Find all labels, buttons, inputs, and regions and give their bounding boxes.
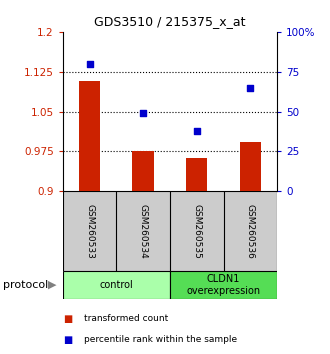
Text: GSM260536: GSM260536 — [246, 204, 255, 258]
Point — [194, 128, 199, 133]
Text: GSM260533: GSM260533 — [85, 204, 94, 258]
Bar — [63, 271, 170, 299]
Text: CLDN1
overexpression: CLDN1 overexpression — [186, 274, 261, 296]
Text: protocol: protocol — [3, 280, 49, 290]
Text: percentile rank within the sample: percentile rank within the sample — [84, 335, 237, 344]
Point — [141, 110, 146, 116]
Title: GDS3510 / 215375_x_at: GDS3510 / 215375_x_at — [94, 15, 246, 28]
Text: ■: ■ — [63, 314, 72, 324]
Point — [87, 61, 92, 67]
Text: ▶: ▶ — [48, 280, 56, 290]
Bar — [170, 271, 277, 299]
Text: GSM260534: GSM260534 — [139, 204, 148, 258]
Bar — [79, 81, 100, 191]
Point — [248, 85, 253, 91]
Text: GSM260535: GSM260535 — [192, 204, 201, 258]
Text: control: control — [99, 280, 133, 290]
Text: transformed count: transformed count — [84, 314, 168, 323]
Bar — [186, 158, 208, 191]
Text: ■: ■ — [63, 335, 72, 345]
Bar — [132, 152, 154, 191]
Bar — [240, 142, 261, 191]
